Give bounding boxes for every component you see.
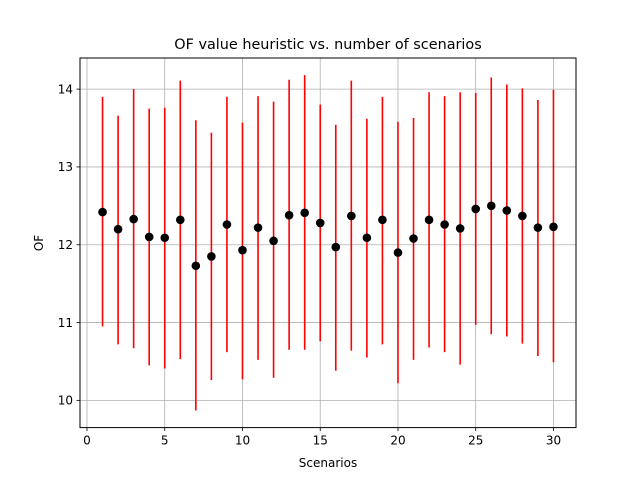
data-point: [160, 233, 170, 243]
data-point: [175, 215, 185, 225]
data-point: [440, 220, 449, 229]
plot-frame: [79, 57, 577, 429]
data-point: [300, 208, 309, 218]
y-tick-label: 10: [58, 394, 73, 408]
y-tick-label: 14: [58, 82, 73, 96]
data-point: [222, 220, 232, 229]
data-point: [502, 206, 512, 215]
data-point: [207, 252, 216, 261]
data-point: [518, 211, 527, 221]
y-tick-label: 13: [58, 160, 73, 174]
data-point: [284, 210, 294, 220]
data-points: [98, 201, 558, 271]
data-point: [378, 215, 387, 225]
data-point: [269, 236, 278, 246]
y-tick-label: 11: [58, 316, 73, 330]
data-point: [486, 201, 496, 211]
x-tick-label: 10: [235, 434, 250, 448]
data-point: [331, 242, 341, 252]
chart-title: OF value heuristic vs. number of scenari…: [174, 37, 481, 53]
data-point: [238, 245, 247, 255]
x-tick-label: 25: [468, 434, 483, 448]
x-tick-label: 30: [546, 434, 561, 448]
data-point: [113, 224, 123, 234]
data-point: [409, 234, 418, 243]
data-point: [347, 211, 356, 221]
y-tick-label: 12: [58, 238, 73, 252]
data-point: [549, 222, 558, 232]
data-point: [471, 204, 481, 214]
data-point: [362, 233, 372, 243]
x-tick-label: 5: [161, 434, 169, 448]
data-point: [424, 215, 434, 225]
data-point: [191, 261, 201, 271]
x-tick-label: 0: [83, 434, 91, 448]
y-ticks: 10 11 12 13 14: [58, 82, 80, 408]
x-tick-label: 15: [313, 434, 328, 448]
data-point: [144, 232, 154, 242]
x-tick-label: 20: [390, 434, 405, 448]
data-point: [315, 218, 325, 228]
data-point: [393, 248, 403, 257]
data-point: [253, 223, 263, 232]
x-ticks: 0 5 10 15 20 25 30: [83, 427, 561, 448]
x-axis-label: Scenarios: [299, 456, 357, 470]
data-point: [98, 207, 107, 217]
data-point: [455, 224, 465, 233]
data-point: [129, 214, 138, 224]
y-axis-label: OF: [32, 235, 46, 251]
data-point: [533, 223, 543, 232]
